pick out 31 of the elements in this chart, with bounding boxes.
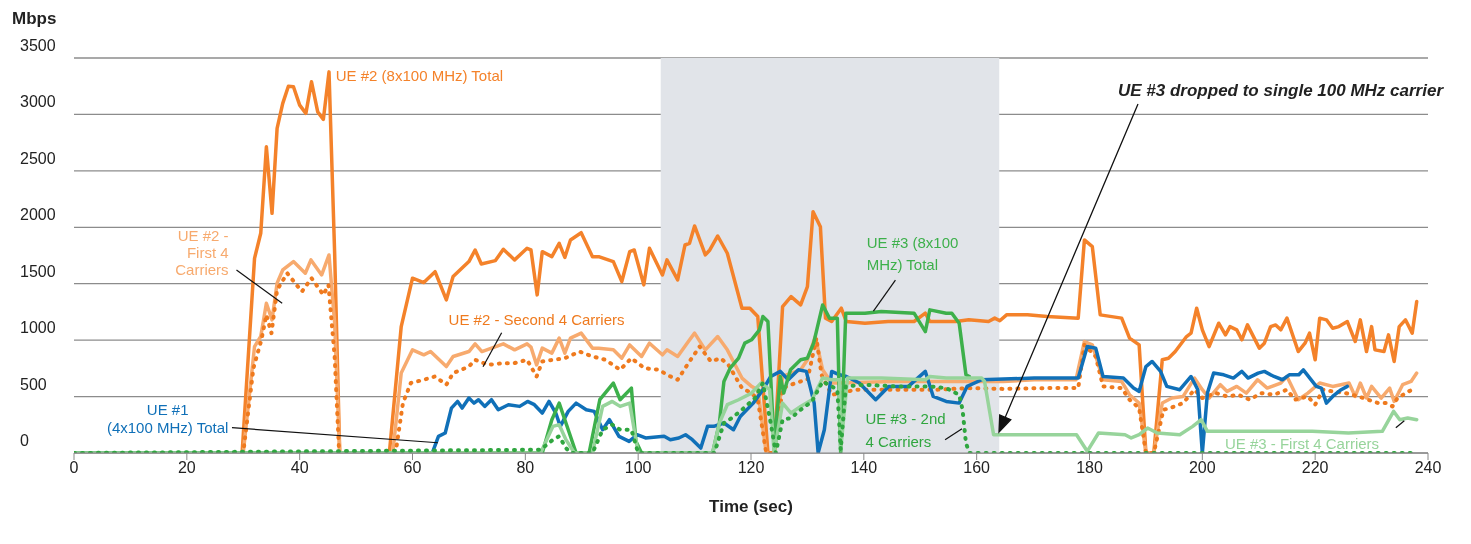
x-tick-label: 120 xyxy=(737,459,765,477)
series-label: UE #3 - First 4 Carriers xyxy=(1224,434,1380,452)
x-tick-label: 220 xyxy=(1301,459,1329,477)
text: UE #2 - Second 4 Carriers xyxy=(448,311,625,329)
x-axis-title: Time (sec) xyxy=(709,497,793,516)
y-tick-label: 500 xyxy=(20,375,47,393)
x-tick-label: 180 xyxy=(1076,459,1103,477)
series-label: UE #3 - 2nd 4 Carriers xyxy=(865,409,946,450)
x-tick-label: 40 xyxy=(290,459,309,477)
y-tick-label: 0 xyxy=(20,432,29,449)
y-tick-label: 1000 xyxy=(20,319,56,337)
x-tick-label: 100 xyxy=(624,459,652,477)
y-tick-label: 3000 xyxy=(20,93,56,111)
x-tick-label: 160 xyxy=(963,459,991,477)
series-label: UE #2 (8x100 MHz) Total xyxy=(335,66,504,84)
y-tick-label: 2500 xyxy=(20,149,56,167)
series-label: UE #1 (4x100 MHz) Total xyxy=(106,400,229,436)
annotation: UE #3 dropped to single 100 MHz carrier xyxy=(1118,81,1445,100)
y-tick-label: 2000 xyxy=(20,206,56,224)
x-tick-label: 0 xyxy=(69,459,79,477)
x-tick-label: 200 xyxy=(1188,459,1216,477)
y-axis-title: Mbps xyxy=(12,9,57,28)
x-tick-label: 20 xyxy=(177,459,196,477)
x-tick-label: 240 xyxy=(1414,459,1442,477)
y-tick-label: 3500 xyxy=(20,37,56,54)
y-tick-label: 1500 xyxy=(20,262,56,280)
text: UE #2 - First 4 Carriers xyxy=(175,227,229,279)
x-tick-label: 60 xyxy=(403,459,422,477)
x-tick-label: 80 xyxy=(516,459,535,477)
text: UE #3 (8x100 MHz) Total xyxy=(866,234,959,274)
x-tick-label: 140 xyxy=(850,459,878,477)
